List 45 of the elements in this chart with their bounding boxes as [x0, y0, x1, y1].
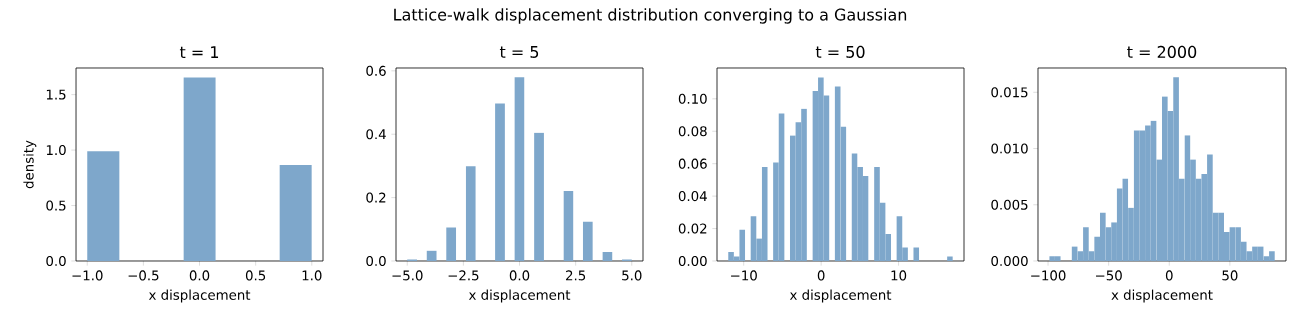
- x-tick-label: 2.5: [566, 270, 586, 281]
- x-tick-label: 1.0: [302, 270, 322, 281]
- x-tick-label: −0.5: [128, 270, 159, 281]
- y-tick-label: 0.06: [678, 158, 707, 169]
- y-tick-label: 0.00: [678, 255, 707, 267]
- y-tick-label: 0.005: [991, 199, 1028, 210]
- chart-title: t = 1: [179, 46, 219, 58]
- x-tick-label: −1.0: [72, 270, 103, 281]
- x-tick-label: 0: [817, 270, 825, 281]
- x-tick-label: −2.5: [448, 270, 479, 281]
- x-tick-label: −100: [1031, 270, 1066, 281]
- x-tick-label: 5.0: [622, 270, 642, 281]
- y-tick-label: 1.0: [46, 145, 66, 156]
- y-tick-label: 0.2: [366, 192, 386, 203]
- y-tick-label: 0.5: [46, 200, 66, 211]
- x-tick-label: 50: [1222, 270, 1238, 281]
- y-tick-label: 0.02: [678, 223, 707, 234]
- y-tick-label: 0.10: [678, 93, 707, 104]
- x-axis-title: x displacement: [1111, 289, 1213, 303]
- y-tick-label: 0.0: [366, 255, 386, 267]
- y-tick-label: 0.08: [678, 126, 707, 137]
- x-tick-label: 10: [891, 270, 907, 281]
- chart-title: t = 2000: [1127, 45, 1197, 58]
- y-tick-label: 0.015: [991, 87, 1028, 98]
- x-axis-title: x displacement: [789, 289, 892, 303]
- x-tick-label: −50: [1096, 270, 1122, 281]
- chart-title: t = 5: [499, 46, 539, 58]
- y-tick-label: 0.000: [991, 255, 1028, 267]
- x-tick-label: 0: [1165, 270, 1173, 281]
- y-tick-label: 0.4: [366, 129, 386, 140]
- x-axis-title: x displacement: [468, 289, 571, 303]
- x-tick-label: 0.0: [509, 270, 530, 281]
- x-tick-label: 0.5: [245, 270, 266, 281]
- y-tick-label: 0.04: [678, 191, 707, 202]
- x-axis-title: x displacement: [148, 289, 251, 303]
- x-tick-label: −5.0: [392, 270, 423, 281]
- x-tick-label: −10: [731, 270, 757, 281]
- x-tick-label: 0.0: [189, 270, 210, 281]
- y-tick-label: 0.0: [46, 255, 66, 267]
- y-axis-title: density: [23, 140, 37, 189]
- text: Lattice-walk displacement distribution converging to a Gaussian: [394, 8, 907, 24]
- y-tick-label: 0.6: [366, 65, 386, 76]
- y-tick-label: 1.5: [46, 89, 66, 100]
- chart-title: t = 50: [815, 45, 865, 58]
- y-tick-label: 0.010: [991, 143, 1028, 154]
